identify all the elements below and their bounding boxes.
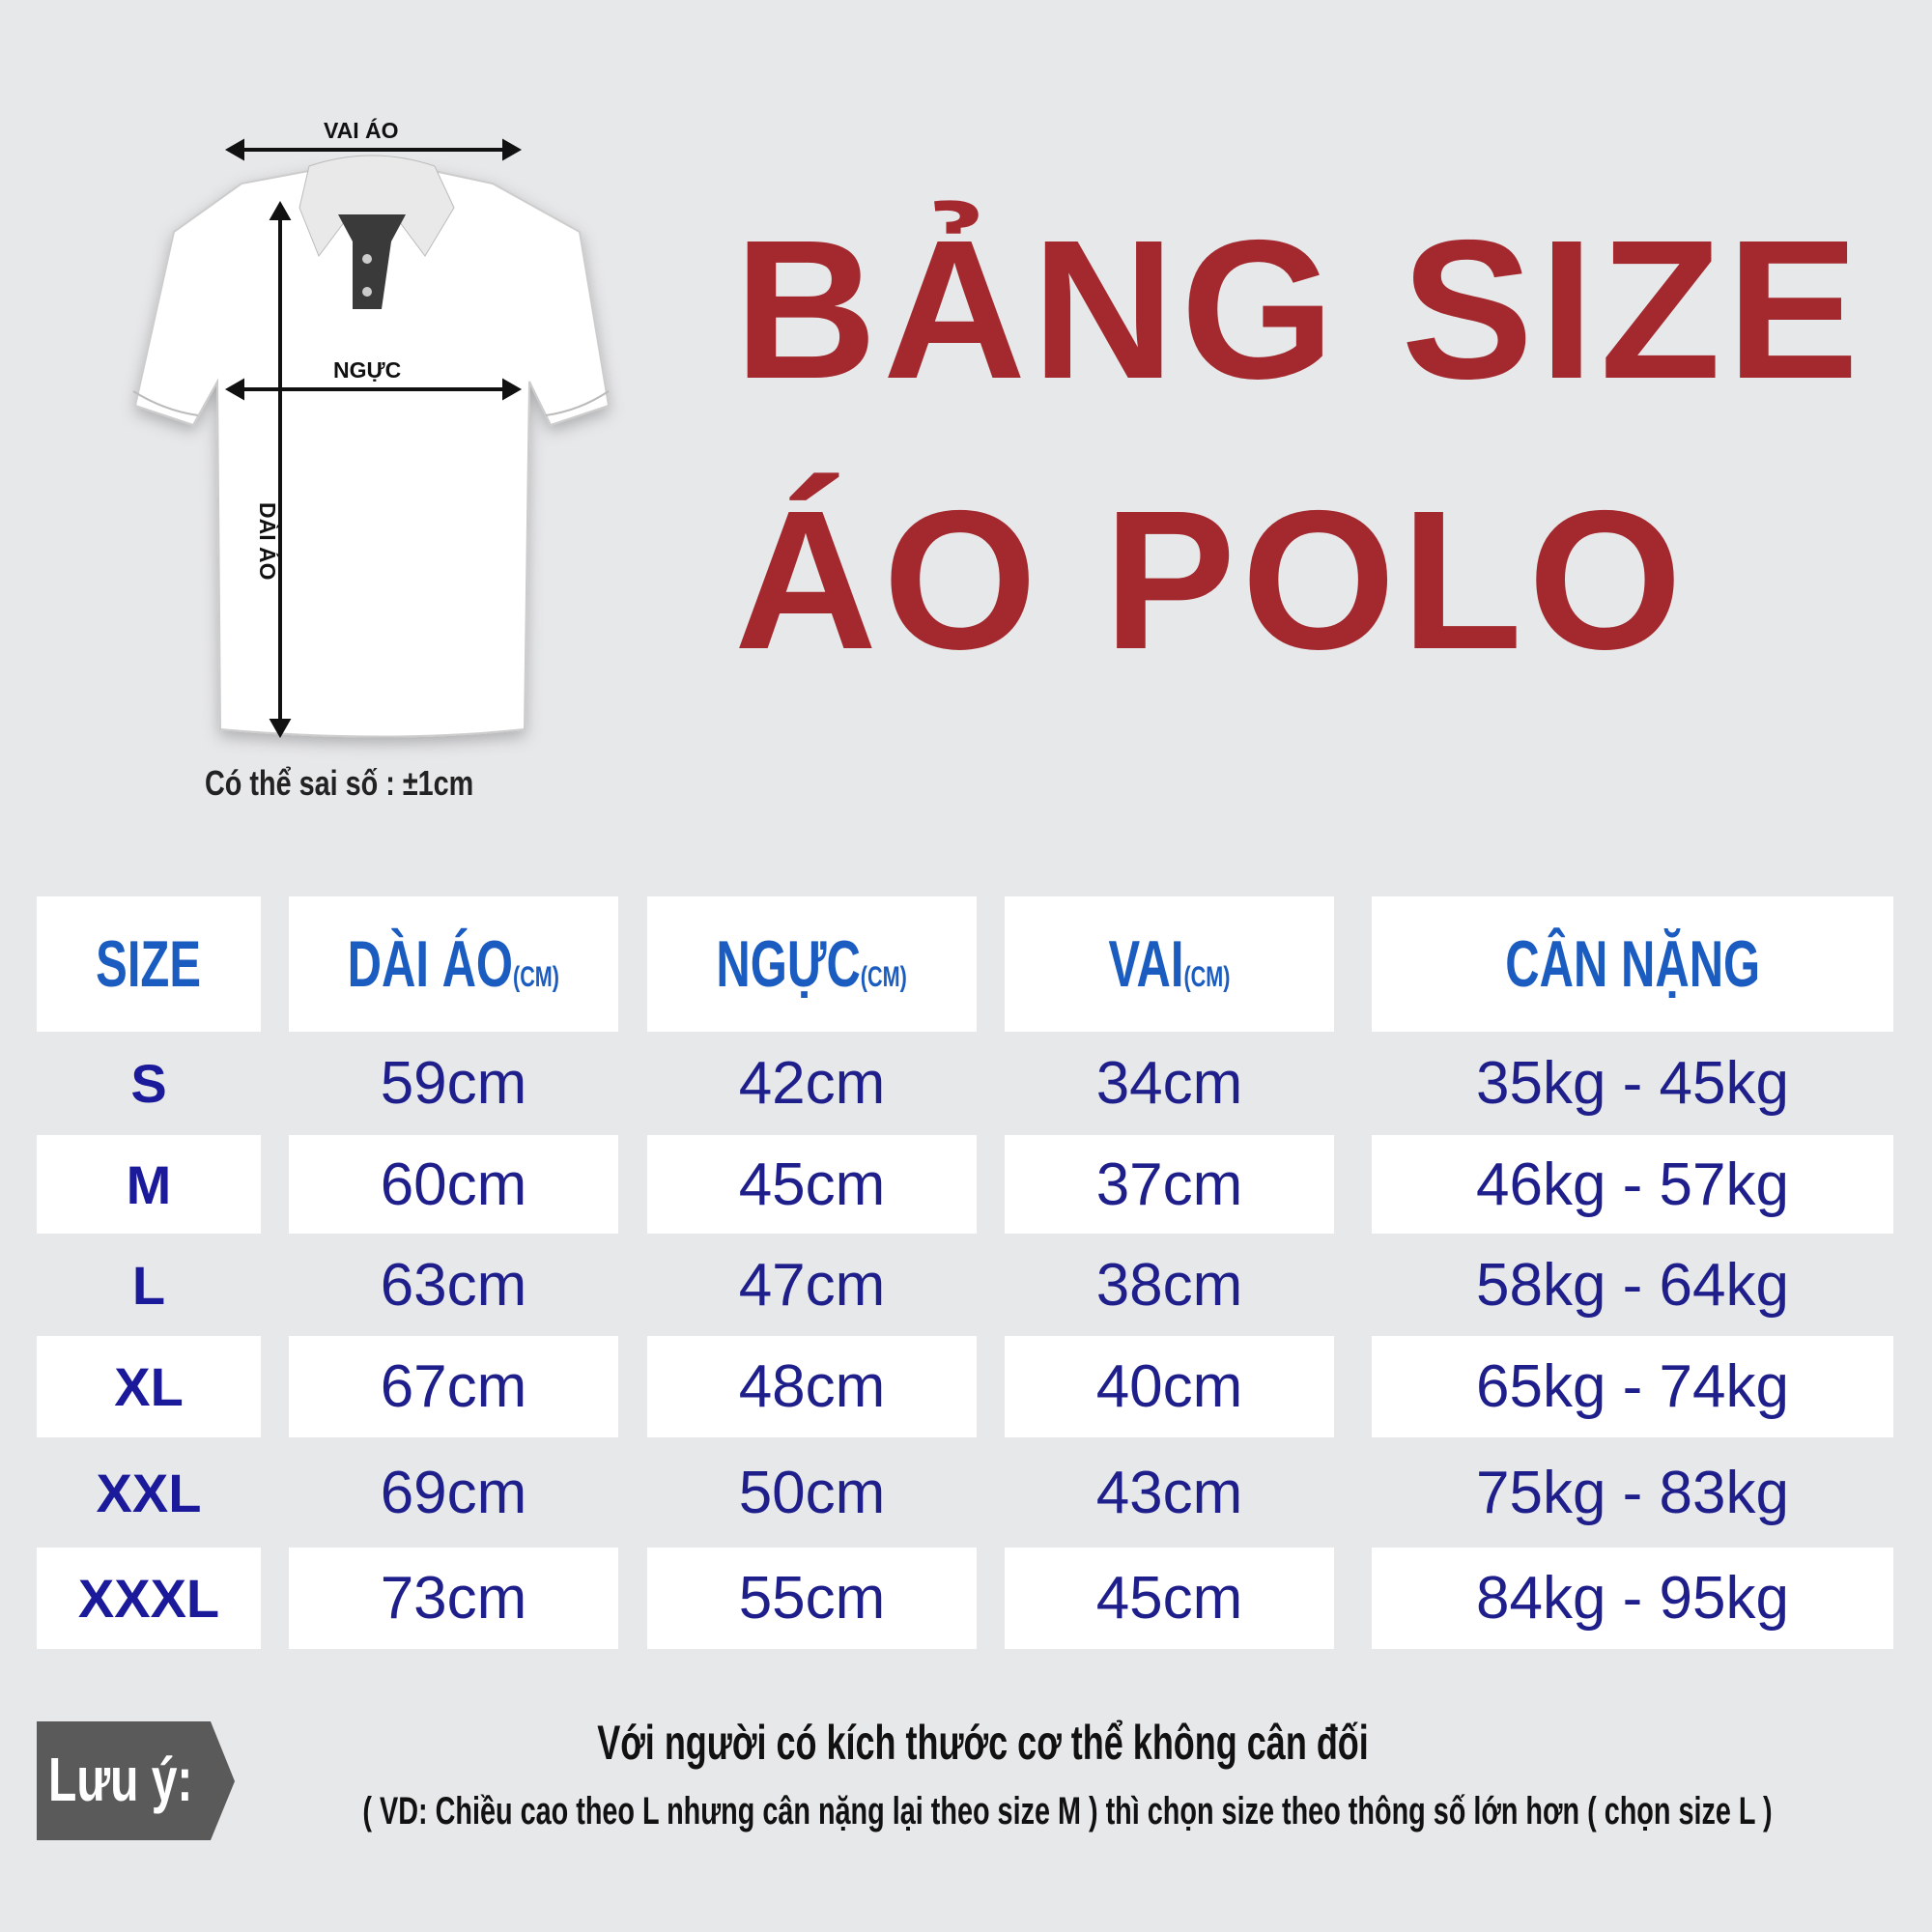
size-label: XXXL	[77, 1568, 220, 1629]
table-cell-length: 73cm	[289, 1548, 618, 1649]
note-line-2: ( VD: Chiều cao theo L nhưng cân nặng lạ…	[362, 1790, 1773, 1833]
value: 47cm	[738, 1251, 886, 1319]
value: 50cm	[738, 1459, 886, 1526]
header-label: DÀI ÁO	[347, 927, 514, 1001]
table-cell-shoulder: 45cm	[1005, 1548, 1334, 1649]
value: 48cm	[738, 1353, 886, 1420]
header-unit: (CM)	[861, 961, 908, 993]
table-cell-weight: 75kg - 83kg	[1372, 1437, 1893, 1548]
header-label: NGỰC	[716, 927, 862, 1001]
table-cell-weight: 84kg - 95kg	[1372, 1548, 1893, 1649]
table-cell-shoulder: 40cm	[1005, 1336, 1334, 1437]
value: 42cm	[738, 1050, 886, 1117]
table-cell-chest: 45cm	[647, 1135, 977, 1234]
table-cell-length: 63cm	[289, 1234, 618, 1336]
table-cell-length: 60cm	[289, 1135, 618, 1234]
table-cell-chest: 50cm	[647, 1437, 977, 1548]
header-label: VAI	[1108, 927, 1184, 1001]
value: 38cm	[1095, 1251, 1243, 1319]
table-cell-length: 67cm	[289, 1336, 618, 1437]
header-label: SIZE	[96, 927, 202, 1001]
length-label: DÀI ÁO	[255, 502, 280, 581]
value: 45cm	[1095, 1565, 1243, 1632]
measurement-arrows	[224, 138, 523, 739]
table-cell-chest: 42cm	[647, 1032, 977, 1135]
table-cell-weight: 35kg - 45kg	[1372, 1032, 1893, 1135]
value: 65kg - 74kg	[1476, 1353, 1789, 1420]
header-cell-length: DÀI ÁO(CM)	[289, 896, 618, 1032]
note-line-1: Với người có kích thước cơ thể không cân…	[597, 1716, 1369, 1770]
table-cell-size: XL	[37, 1336, 261, 1437]
table-cell-shoulder: 34cm	[1005, 1032, 1334, 1135]
title-line-2: ÁO POLO	[734, 469, 1689, 691]
value: 58kg - 64kg	[1476, 1251, 1789, 1319]
table-cell-weight: 46kg - 57kg	[1372, 1135, 1893, 1234]
value: 60cm	[380, 1151, 527, 1218]
header-cell-chest: NGỰC(CM)	[647, 896, 977, 1032]
size-label: L	[131, 1254, 166, 1316]
tolerance-note: Có thể sai số : ±1cm	[205, 763, 474, 803]
value: 35kg - 45kg	[1476, 1050, 1789, 1117]
value: 75kg - 83kg	[1476, 1459, 1789, 1526]
header-cell-size: SIZE	[37, 896, 261, 1032]
table-cell-size: XXXL	[37, 1548, 261, 1649]
polo-shirt-diagram	[132, 138, 611, 739]
header-label: CÂN NẶNG	[1505, 927, 1760, 1001]
value: 69cm	[380, 1459, 527, 1526]
table-cell-chest: 47cm	[647, 1234, 977, 1336]
table-cell-length: 69cm	[289, 1437, 618, 1548]
value: 45cm	[738, 1151, 886, 1218]
size-label: M	[126, 1153, 172, 1215]
value: 46kg - 57kg	[1476, 1151, 1789, 1218]
value: 37cm	[1095, 1151, 1243, 1218]
value: 67cm	[380, 1353, 527, 1420]
value: 63cm	[380, 1251, 527, 1319]
size-label: XXL	[96, 1462, 202, 1523]
header-cell-shoulder: VAI(CM)	[1005, 896, 1334, 1032]
chest-label: NGỰC	[333, 357, 402, 383]
value: 43cm	[1095, 1459, 1243, 1526]
size-label: S	[130, 1053, 167, 1114]
table-cell-size: L	[37, 1234, 261, 1336]
header-unit: (CM)	[513, 961, 560, 993]
shoulder-label: VAI ÁO	[324, 118, 399, 143]
table-cell-chest: 55cm	[647, 1548, 977, 1649]
table-cell-chest: 48cm	[647, 1336, 977, 1437]
note-label-badge	[37, 1721, 235, 1840]
header-unit: (CM)	[1183, 961, 1231, 993]
table-cell-size: M	[37, 1135, 261, 1234]
value: 34cm	[1095, 1050, 1243, 1117]
table-cell-shoulder: 38cm	[1005, 1234, 1334, 1336]
value: 84kg - 95kg	[1476, 1565, 1789, 1632]
title-line-1: BẢNG SIZE	[734, 199, 1865, 420]
table-cell-shoulder: 43cm	[1005, 1437, 1334, 1548]
value: 59cm	[380, 1050, 527, 1117]
value: 73cm	[380, 1565, 527, 1632]
table-cell-size: S	[37, 1032, 261, 1135]
table-cell-size: XXL	[37, 1437, 261, 1548]
table-cell-weight: 58kg - 64kg	[1372, 1234, 1893, 1336]
note-label: Lưu ý:	[48, 1745, 193, 1814]
value: 40cm	[1095, 1353, 1243, 1420]
table-cell-shoulder: 37cm	[1005, 1135, 1334, 1234]
header-cell-weight: CÂN NẶNG	[1372, 896, 1893, 1032]
size-label: XL	[114, 1356, 184, 1417]
value: 55cm	[738, 1565, 886, 1632]
table-cell-length: 59cm	[289, 1032, 618, 1135]
table-cell-weight: 65kg - 74kg	[1372, 1336, 1893, 1437]
